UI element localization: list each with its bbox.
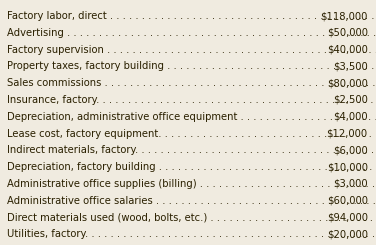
Text: $50,000: $50,000: [327, 28, 368, 38]
Bar: [367, 212, 376, 229]
Bar: [367, 162, 376, 178]
Text: Depreciation, factory building . . . . . . . . . . . . . . . . . . . . . . . . .: Depreciation, factory building . . . . .…: [7, 162, 376, 172]
Text: $4,000: $4,000: [333, 112, 368, 122]
Text: $2,500: $2,500: [333, 95, 368, 105]
Text: $60,000: $60,000: [327, 196, 368, 206]
Text: Administrative office salaries . . . . . . . . . . . . . . . . . . . . . . . . .: Administrative office salaries . . . . .…: [7, 196, 376, 206]
Text: $3,500: $3,500: [333, 61, 368, 71]
Text: $12,000: $12,000: [327, 129, 368, 138]
Bar: [367, 44, 376, 61]
Text: Advertising . . . . . . . . . . . . . . . . . . . . . . . . . . . . . . . . . . : Advertising . . . . . . . . . . . . . . …: [7, 28, 376, 38]
Text: Indirect materials, factory. . . . . . . . . . . . . . . . . . . . . . . . . . .: Indirect materials, factory. . . . . . .…: [7, 145, 376, 155]
Text: Insurance, factory. . . . . . . . . . . . . . . . . . . . . . . . . . . . . . . : Insurance, factory. . . . . . . . . . . …: [7, 95, 376, 105]
Text: Administrative office supplies (billing) . . . . . . . . . . . . . . . . . . . .: Administrative office supplies (billing)…: [7, 179, 376, 189]
Bar: [367, 111, 376, 128]
Text: Factory supervision . . . . . . . . . . . . . . . . . . . . . . . . . . . . . . : Factory supervision . . . . . . . . . . …: [7, 45, 376, 55]
Bar: [367, 145, 376, 162]
Text: $80,000: $80,000: [327, 78, 368, 88]
Text: Lease cost, factory equipment. . . . . . . . . . . . . . . . . . . . . . . . . .: Lease cost, factory equipment. . . . . .…: [7, 129, 376, 138]
Text: Depreciation, administrative office equipment . . . . . . . . . . . . . . . . . : Depreciation, administrative office equi…: [7, 112, 376, 122]
Text: $10,000: $10,000: [327, 162, 368, 172]
Bar: [367, 128, 376, 145]
Bar: [367, 229, 376, 245]
Text: $40,000: $40,000: [327, 45, 368, 55]
Bar: [367, 27, 376, 44]
Bar: [367, 195, 376, 212]
Bar: [367, 61, 376, 78]
Text: Direct materials used (wood, bolts, etc.) . . . . . . . . . . . . . . . . . . . : Direct materials used (wood, bolts, etc.…: [7, 212, 376, 222]
Text: $94,000: $94,000: [327, 212, 368, 222]
Bar: [367, 178, 376, 195]
Text: $118,000: $118,000: [320, 11, 368, 21]
Text: $3,000: $3,000: [333, 179, 368, 189]
Text: $6,000: $6,000: [333, 145, 368, 155]
Text: $20,000: $20,000: [327, 229, 368, 239]
Bar: [367, 78, 376, 95]
Text: Sales commissions . . . . . . . . . . . . . . . . . . . . . . . . . . . . . . . : Sales commissions . . . . . . . . . . . …: [7, 78, 376, 88]
Bar: [367, 95, 376, 111]
Text: Factory labor, direct . . . . . . . . . . . . . . . . . . . . . . . . . . . . . : Factory labor, direct . . . . . . . . . …: [7, 11, 376, 21]
Bar: [367, 11, 376, 27]
Text: Utilities, factory. . . . . . . . . . . . . . . . . . . . . . . . . . . . . . . : Utilities, factory. . . . . . . . . . . …: [7, 229, 376, 239]
Text: Property taxes, factory building . . . . . . . . . . . . . . . . . . . . . . . .: Property taxes, factory building . . . .…: [7, 61, 376, 71]
